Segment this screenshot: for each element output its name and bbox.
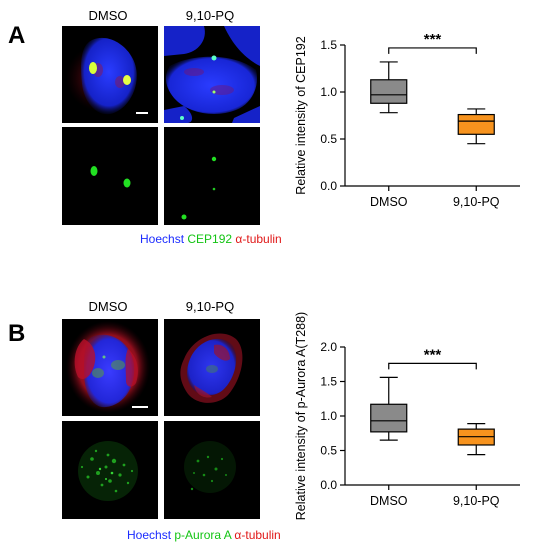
significance-bracket <box>388 47 477 54</box>
y-tick-label: 0.5 <box>320 444 337 458</box>
y-tick-label: 0.0 <box>320 478 337 492</box>
y-axis-label: Relative intensity of p-Aurora A(T288) <box>294 312 308 520</box>
box-dmso <box>370 403 408 433</box>
panel-a-cep192-pq-image <box>164 127 260 225</box>
chart-a: 0.0 0.5 1.0 1.5 Relative intensity of CEP192… <box>294 31 520 209</box>
panel-b-col-label-dmso: DMSO <box>88 299 128 314</box>
significance-bracket <box>388 362 477 370</box>
x-tick-label: DMSO <box>370 494 408 508</box>
y-tick-label: 0.5 <box>320 132 337 146</box>
panel-a-channel-legend: Hoechst CEP192 α-tubulin <box>140 232 282 246</box>
legend-tubulin: α-tubulin <box>235 232 282 246</box>
y-tick-label: 1.0 <box>320 85 337 99</box>
panel-b-paurora-pq-image <box>164 421 260 519</box>
panel-b-channel-legend: Hoechst p-Aurora A α-tubulin <box>127 528 281 542</box>
x-tick-label: DMSO <box>370 195 408 209</box>
legend-hoechst: Hoechst <box>140 232 185 246</box>
y-axis-label: Relative intensity of CEP192 <box>294 36 308 194</box>
legend-tubulin-b: α-tubulin <box>234 528 281 542</box>
panel-a-cep192-dmso-image <box>62 127 158 225</box>
panel-a-col-label-pq: 9,10-PQ <box>185 8 235 23</box>
significance-label: *** <box>424 346 442 363</box>
y-tick-label: 1.5 <box>320 38 337 52</box>
panel-a-merge-pq-image <box>164 26 260 123</box>
panel-a-letter: A <box>8 22 26 49</box>
x-tick-label: 9,10-PQ <box>453 494 500 508</box>
panel-b-letter: B <box>8 320 26 347</box>
chart-b: 0.0 0.5 1.0 1.5 2.0 Relative intensity of p-A… <box>294 312 520 520</box>
box-dmso <box>370 79 408 104</box>
panel-b-merge-dmso-image <box>62 319 158 416</box>
legend-hoechst-b: Hoechst <box>127 528 172 542</box>
panel-b-paurora-dmso-image <box>62 421 158 519</box>
panel-a-merge-dmso-image <box>62 26 158 123</box>
legend-cep192: CEP192 <box>187 232 233 246</box>
panel-b-col-label-pq: 9,10-PQ <box>185 299 235 314</box>
panel-a-col-label-dmso: DMSO <box>88 8 128 23</box>
y-tick-label: 2.0 <box>320 340 337 354</box>
y-tick-label: 1.5 <box>320 375 337 389</box>
box-pq <box>457 113 495 135</box>
y-tick-label: 0.0 <box>320 179 337 193</box>
x-tick-label: 9,10-PQ <box>453 195 500 209</box>
y-tick-label: 1.0 <box>320 409 337 423</box>
significance-label: *** <box>424 31 442 48</box>
panel-b-merge-pq-image <box>164 319 260 416</box>
legend-paurora: p-Aurora A <box>174 528 232 542</box>
